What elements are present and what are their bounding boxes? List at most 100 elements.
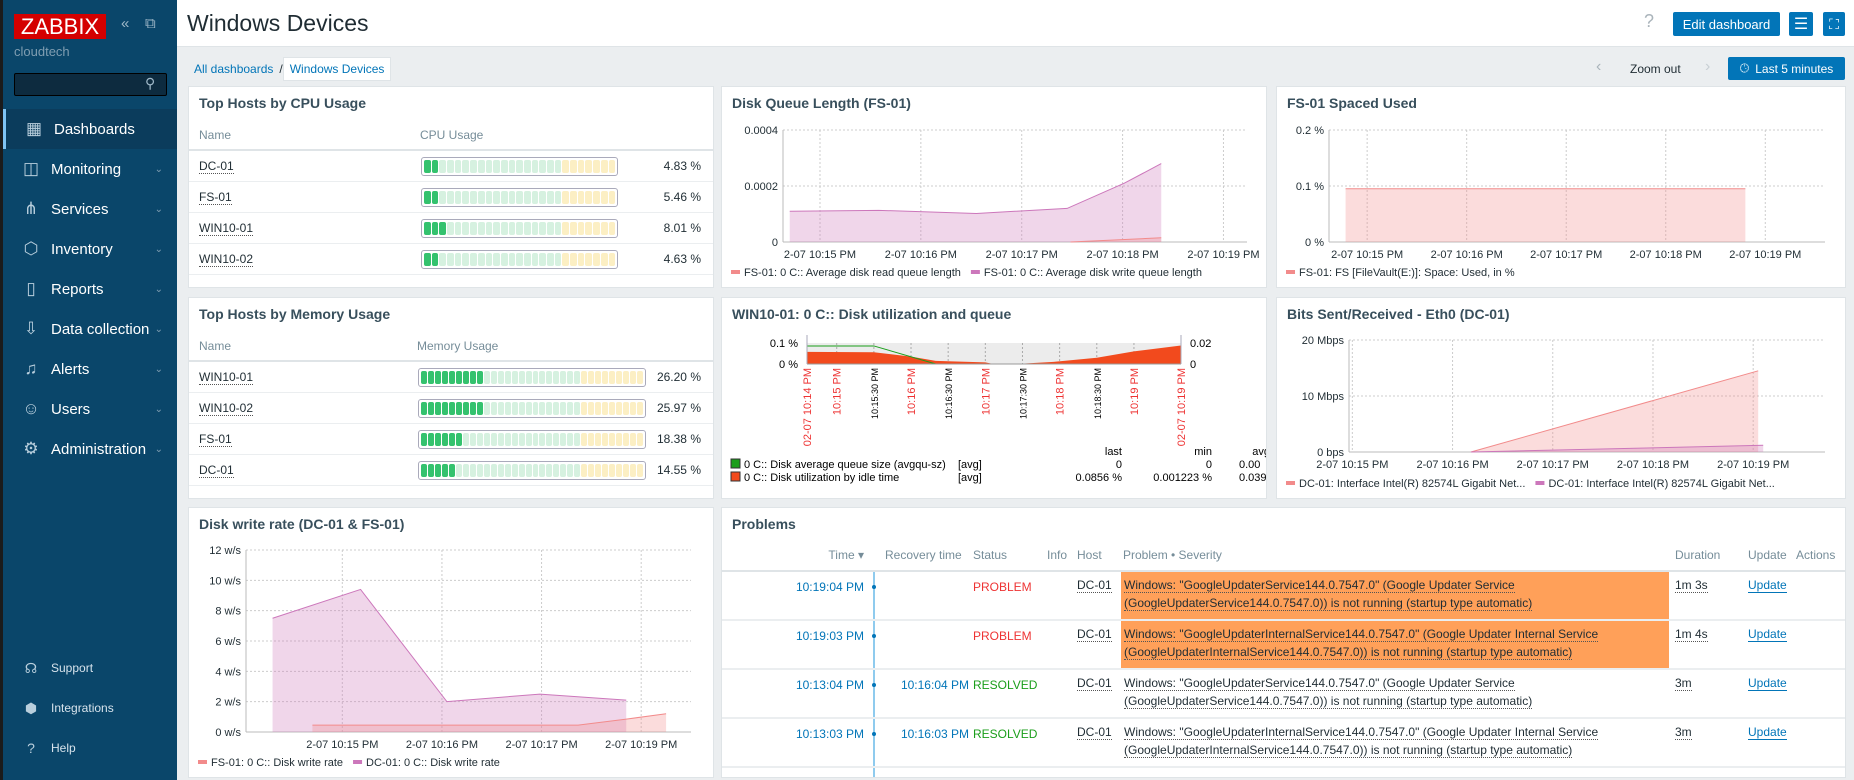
chevron-down-icon: ⌄ [154,163,163,175]
usage-bar-segment [539,402,546,415]
usage-bar-segment [616,371,623,384]
problem-time[interactable]: 10:13:04 PM [795,678,864,692]
bits-chart[interactable]: 0 bps 10 Mbps 20 Mbps 2-07 10:15 PM 2-07 10:… [1277,298,1846,499]
time-range-button[interactable]: 🕓︎ Last 5 minutes [1728,57,1845,80]
host-link[interactable]: FS-01 [199,190,232,205]
legend-entry[interactable]: FS-01: 0 C:: Disk write rate [211,757,343,769]
sidebar-item-data-collection[interactable]: ⇩ Data collection ⌄ [3,309,177,349]
usage-bar-segment [427,433,434,446]
problem-cell[interactable]: Windows: "GoogleUpdaterService144.0.7547… [1121,670,1669,717]
host-link[interactable]: DC-01 [199,159,234,174]
usage-bar-segment [637,433,643,446]
legend-avg: 0.00 [1239,459,1260,471]
x-tick-label: 2-07 10:18 PM [1617,459,1689,471]
problem-time[interactable]: 10:13:03 PM [795,727,864,741]
usage-bar-segment [539,464,546,477]
update-link[interactable]: Update [1748,725,1787,740]
problem-time[interactable]: 10:19:03 PM [795,629,864,643]
kiosk-mode-icon[interactable]: ⧉ [145,15,156,32]
host-link[interactable]: WIN10-02 [199,401,254,416]
legend-header-last: last [1105,446,1122,458]
edit-dashboard-button[interactable]: Edit dashboard [1673,12,1780,36]
disk-queue-chart[interactable]: 0 0.0002 0.0004 2-07 10:15 PM 2-07 10:16 PM 2… [722,87,1267,288]
host-link[interactable]: WIN10-01 [199,221,254,236]
update-link[interactable]: Update [1748,676,1787,691]
help-icon[interactable]: ? [1644,11,1655,31]
usage-bar-segment [462,191,470,204]
search-input[interactable] [14,73,167,96]
update-link[interactable]: Update [1748,578,1787,593]
recovery-time[interactable]: 10:16:03 PM [900,727,969,741]
update-link[interactable]: Update [1748,627,1787,642]
host-link[interactable]: DC-01 [1077,725,1112,740]
usage-bar-segment [441,433,448,446]
usage-bar-segment [470,160,477,173]
host-link[interactable]: WIN10-02 [199,252,254,267]
zoom-out-button[interactable]: Zoom out [1630,62,1681,76]
problem-cell[interactable]: Windows: "GoogleUpdaterService144.0.7547… [1121,572,1669,619]
sidebar-item-help[interactable]: ? Help [3,733,76,763]
space-used-chart[interactable]: 0 % 0.1 % 0.2 % 2-07 10:15 PM 2-07 10:16 PM 2… [1277,87,1846,288]
host-link[interactable]: WIN10-01 [199,370,254,385]
legend-entry[interactable]: FS-01: 0 C:: Average disk write queue le… [984,267,1202,279]
collapse-sidebar-icon[interactable]: « [121,15,130,32]
usage-bar-segment [462,222,470,235]
usage-bar-segment [493,222,500,235]
host-link[interactable]: DC-01 [1077,676,1112,691]
problem-time[interactable]: 10:19:04 PM [795,580,864,594]
sidebar-item-integrations[interactable]: ⬢ Integrations [3,693,114,723]
sidebar-item-dashboards[interactable]: ▦ Dashboards [3,109,177,149]
sidebar-item-reports[interactable]: ▯ Reports ⌄ [3,269,177,309]
legend-entry[interactable]: FS-01: 0 C:: Average disk read queue len… [744,267,961,279]
menu-icon[interactable]: ☰ [1789,12,1813,36]
host-link[interactable]: DC-01 [199,463,234,478]
problem-cell[interactable]: Windows: "GoogleUpdaterInternalService14… [1121,621,1669,668]
sidebar-item-support[interactable]: ☊ Support [3,653,93,683]
host-link[interactable]: DC-01 [1077,627,1112,642]
usage-bar-segment [593,160,600,173]
usage-bar-segment [608,160,616,173]
problem-cell[interactable]: Windows: "GoogleUpdaterInternalService14… [1121,719,1669,766]
usage-bar-segment [595,371,602,384]
breadcrumb-current[interactable]: Windows Devices [282,56,392,81]
time-forward-icon[interactable]: › [1705,58,1711,75]
search-icon[interactable]: ⚲ [145,75,156,91]
sidebar-item-inventory[interactable]: ⬡ Inventory ⌄ [3,229,177,269]
usage-bar-segment [637,371,643,384]
usage-bar-segment [470,253,477,266]
sidebar-item-monitoring[interactable]: ◫ Monitoring ⌄ [3,149,177,189]
y2-tick-label: 0.02 [1190,338,1211,350]
sidebar-item-services[interactable]: ⋔ Services ⌄ [3,189,177,229]
usage-bar-segment [483,464,490,477]
x-tick-label: 2-07 10:16 PM [406,739,478,751]
legend-entry[interactable]: DC-01: 0 C:: Disk write rate [366,757,500,769]
column-header-time[interactable]: Time ▾ [828,548,864,562]
series-line [1470,444,1764,453]
host-link[interactable]: DC-01 [1077,578,1112,593]
usage-bar-segment [469,464,476,477]
usage-bar-segment [577,222,585,235]
x-tick-label: 10:15:30 PM [870,368,880,419]
sidebar-item-users[interactable]: ☺ Users ⌄ [3,389,177,429]
usage-bar-segment [570,160,577,173]
time-back-icon[interactable]: ‹ [1596,58,1602,75]
usage-bar-segment [483,402,490,415]
usage-bar-segment [421,371,427,384]
legend-entry[interactable]: DC-01: Interface Intel(R) 82574L Gigabit… [1548,478,1774,490]
usage-bar-segment [593,191,600,204]
breadcrumb-all-dashboards[interactable]: All dashboards [194,61,274,76]
usage-bar-segment [637,464,643,477]
usage-bar-segment [469,371,476,384]
usage-bar-segment [455,402,462,415]
sidebar-item-alerts[interactable]: ♫ Alerts ⌄ [3,349,177,389]
sidebar-item-administration[interactable]: ⚙ Administration ⌄ [3,429,177,469]
legend-entry[interactable]: FS-01: FS [FileVault(E:)]: Space: Used, … [1299,267,1515,279]
zabbix-logo[interactable]: ZABBIX [14,14,106,39]
disk-utilization-chart[interactable]: 02-07 10:14 PM 10:15 PM 10:15:30 PM 10:16 P… [722,298,1267,499]
fullscreen-icon[interactable]: ⛶ [1823,12,1845,36]
recovery-time[interactable]: 10:16:04 PM [900,678,969,692]
usage-bar-segment [476,402,483,415]
disk-write-chart[interactable]: 0 w/s 2 w/s 4 w/s 6 w/s 8 w/s 10 w/s 12 w/s 2-0… [189,508,714,778]
legend-entry[interactable]: DC-01: Interface Intel(R) 82574L Gigabit… [1299,478,1525,490]
host-link[interactable]: FS-01 [199,432,232,447]
